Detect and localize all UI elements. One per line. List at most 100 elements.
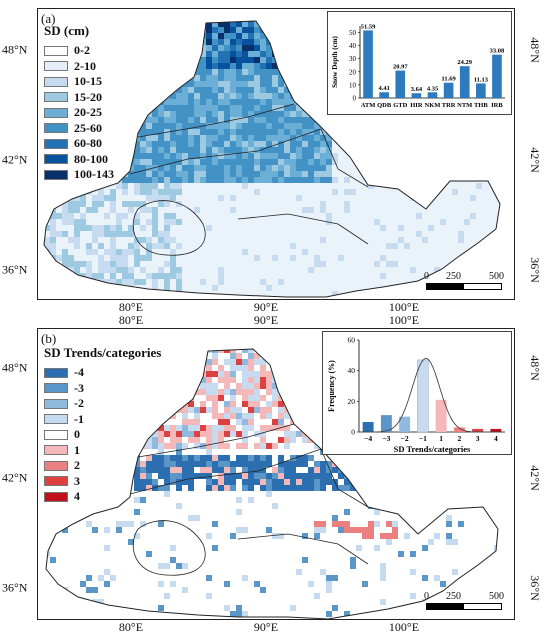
bar-a-value-label: 3.64: [411, 86, 423, 93]
lon-tick-90-b: 90°E: [253, 620, 279, 634]
bar-a-category-label: NKM: [425, 102, 441, 109]
hist-category-label: 3: [476, 434, 480, 443]
lat-tick-48-b-right: 48°N: [528, 355, 542, 381]
bar-a-ytick-label: 0: [353, 95, 357, 103]
bar-a-value-label: 24.29: [457, 59, 472, 66]
trend-legend-label: 4: [74, 489, 80, 504]
trend-legend-label: 0: [74, 427, 80, 442]
bar-a-bar: [427, 92, 438, 98]
bar-a-ylabel: Snow Depth (cm): [331, 35, 339, 87]
scale-label-250: 250: [446, 591, 461, 602]
bar-chart-svg: 0 10 20 30 40 50 Snow Depth (cm) 51.59 ATM 4.41 QD…: [331, 23, 505, 109]
hist-ylabel: Frequency (%): [327, 360, 336, 412]
hist-ytick-label: 60: [348, 336, 356, 345]
sd-legend-swatch: [44, 61, 68, 72]
trend-legend-label: 1: [74, 442, 80, 457]
hist-bar: [472, 428, 484, 432]
bar-a-bar: [363, 30, 373, 98]
mean-snow-depth-bar-chart: 0 10 20 30 40 50 Snow Depth (cm) 51.59 ATM 4.41 QD…: [327, 11, 512, 115]
trend-legend-swatch: [44, 491, 68, 502]
bar-a-bar: [459, 66, 470, 98]
bar-a-bar: [411, 93, 422, 98]
lat-tick-36-b-left: 36°N: [2, 580, 28, 595]
lat-tick-36-a-left: 36°N: [2, 262, 28, 277]
sd-legend: SD (cm) 0-2 2-10 10-15 15-20 20-25 25-60 60-80…: [44, 23, 114, 183]
bar-a-value-label: 11.13: [474, 76, 489, 83]
panel-b-tag: (b): [41, 331, 57, 346]
trend-legend-swatch: [44, 367, 68, 378]
trend-legend-item: 4: [44, 489, 161, 505]
hist-category-label: −3: [382, 434, 390, 443]
sd-legend-label: 15-20: [74, 89, 102, 104]
lat-tick-36-a-right: 36°N: [528, 257, 542, 283]
hist-xlabel: SD Trends/categories: [394, 444, 471, 454]
lat-tick-42-a-right: 42°N: [528, 147, 542, 173]
lon-tick-100-b: 100°E: [388, 620, 420, 634]
hist-bar: [362, 422, 374, 432]
bar-a-category-label: ATM: [361, 102, 376, 109]
sd-legend-label: 100-143: [74, 167, 114, 182]
trend-legend-swatch: [44, 398, 68, 409]
lat-tick-42-b-left: 42°N: [2, 470, 28, 485]
lon-tick-80-b-top: 80°E: [118, 313, 144, 327]
bar-a-category-label: TRR: [442, 102, 456, 109]
lon-tick-80-a: 80°E: [118, 300, 144, 314]
bar-a-bar: [476, 83, 486, 98]
bar-a-category-label: GTD: [393, 102, 407, 109]
lat-tick-42-a-left: 42°N: [2, 152, 28, 167]
panel-a-snow-depth-map: (a) SD (cm) 0-2 2-10 10-15 15-20 20-25 25-60 6…: [37, 8, 515, 300]
hist-ytick-label: 40: [348, 366, 356, 375]
bar-a-category-label: HIR: [410, 102, 423, 109]
sd-legend-swatch: [44, 169, 68, 180]
sd-legend-item: 0-2: [44, 43, 114, 59]
bar-a-ytick-label: 30: [349, 55, 357, 63]
sd-legend-item: 80-100: [44, 152, 114, 168]
trend-legend-item: -4: [44, 365, 161, 381]
sd-legend-label: 60-80: [74, 136, 102, 151]
hist-bar: [399, 416, 411, 432]
lon-tick-100-a: 100°E: [388, 300, 420, 314]
sd-legend-item: 10-15: [44, 74, 114, 90]
histogram-svg: 0 20 40 60 Frequency (%) −4 −3 −2 −1 1 2 3 4 SD Trend…: [327, 336, 505, 454]
hist-ytick-label: 20: [348, 397, 356, 406]
trend-legend-swatch: [44, 383, 68, 394]
sd-legend-label: 80-100: [74, 151, 108, 166]
bar-a-bar: [492, 54, 502, 98]
trend-legend-label: -4: [74, 365, 84, 380]
hist-category-label: 2: [458, 434, 462, 443]
lat-tick-48-a-left: 48°N: [2, 42, 28, 57]
lon-tick-90-a: 90°E: [253, 300, 279, 314]
lon-tick-90-b-top: 90°E: [253, 313, 279, 327]
trend-legend-label: 3: [74, 473, 80, 488]
hist-category-label: −1: [419, 434, 427, 443]
trend-frequency-histogram: 0 20 40 60 Frequency (%) −4 −3 −2 −1 1 2 3 4 SD Trend…: [322, 331, 512, 455]
snow-depth-map: [43, 20, 501, 298]
trend-legend-label: 2: [74, 458, 80, 473]
lat-tick-48-b-left: 48°N: [2, 360, 28, 375]
scale-label-250: 250: [446, 271, 461, 282]
hist-bar: [380, 415, 392, 432]
sd-legend-item: 25-60: [44, 121, 114, 137]
sd-legend-title: SD (cm): [44, 23, 90, 38]
bar-a-category-label: NTM: [457, 102, 472, 109]
bar-a-ytick-label: 50: [349, 29, 357, 37]
trend-legend-item: 0: [44, 427, 161, 443]
hist-category-label: −4: [364, 434, 372, 443]
sd-legend-item: 100-143: [44, 167, 114, 183]
trend-legend-item: 3: [44, 474, 161, 490]
lat-tick-36-b-right: 36°N: [528, 575, 542, 601]
trend-legend-item: -2: [44, 396, 161, 412]
sd-legend-item: 2-10: [44, 59, 114, 75]
trend-legend: SD Trends/categories -4 -3 -2 -1 0 1 2 3 4: [44, 345, 161, 505]
bar-a-ytick-label: 40: [349, 42, 357, 50]
hist-bar: [435, 399, 447, 432]
bar-a-value-label: 51.59: [361, 23, 376, 30]
sd-legend-item: 15-20: [44, 90, 114, 106]
hist-ytick-label: 0: [351, 428, 355, 437]
sd-legend-label: 0-2: [74, 43, 90, 58]
lon-tick-100-b-top: 100°E: [388, 313, 420, 327]
trend-legend-swatch: [44, 460, 68, 471]
sd-legend-label: 20-25: [74, 105, 102, 120]
bar-a-category-label: IRB: [491, 102, 503, 109]
sd-legend-label: 10-15: [74, 74, 102, 89]
